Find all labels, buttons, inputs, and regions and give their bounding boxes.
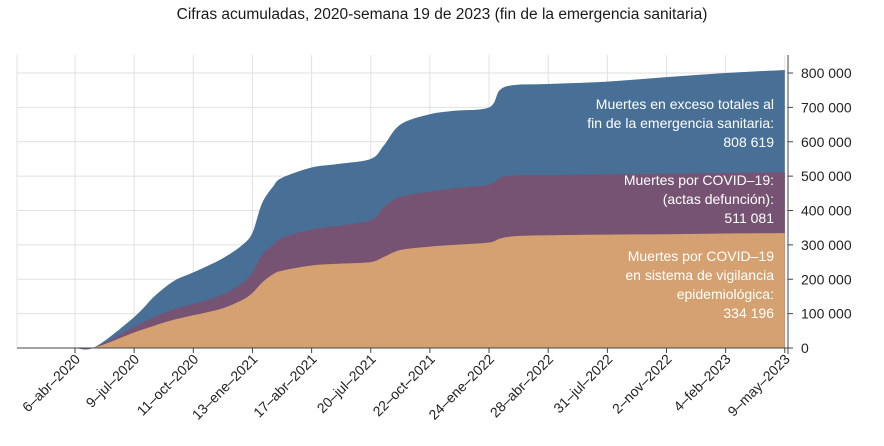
series-areas [75,70,785,350]
x-tick-label: 31–jul–2022 [550,351,615,416]
x-tick-label: 4–feb–2023 [670,351,734,415]
y-tick-label: 400 000 [801,203,852,219]
annotation-line: epidemiológica: [677,286,774,302]
chart-title: Cifras acumuladas, 2020-semana 19 de 202… [176,6,708,23]
x-axis-ticks: 6–abr–2020 9–jul–202011–oct–202013–ene–20… [19,348,793,423]
x-tick-label: 28–abr–2022 [487,351,557,421]
y-tick-label: 500 000 [801,168,852,184]
y-tick-label: 700 000 [801,99,852,115]
annotation-line: Muertes por COVID–19: [624,172,774,188]
annotation-vigilancia: Muertes por COVID–19 en sistema de vigila… [625,248,774,321]
annotation-line: Muertes por COVID–19 [628,248,774,264]
y-tick-label: 300 000 [801,237,852,253]
annotation-exceso: Muertes en exceso totales al fin de la em… [587,96,774,150]
x-tick-label: 20–jul–2021 [314,351,379,416]
area-vigilancia [75,233,785,349]
y-tick-label: 200 000 [801,271,852,287]
annotation-actas-defuncion: Muertes por COVID–19: (actas defunción): 5… [624,172,774,226]
y-tick-label: 0 [801,340,809,356]
annotation-line: 334 196 [723,305,774,321]
x-tick-label: 9–may–2023 [724,351,793,420]
y-tick-label: 600 000 [801,134,852,150]
x-tick-label: 17–abr–2021 [250,351,320,421]
annotation-line: fin de la emergencia sanitaria: [587,115,774,131]
x-tick-label: 9–jul–2020 [83,351,143,411]
annotations: Muertes en exceso totales al fin de la em… [587,96,774,321]
y-tick-label: 100 000 [801,306,852,322]
annotation-line: 511 081 [724,210,774,226]
annotation-line: 808 619 [723,134,774,150]
x-tick-label: 2–nov–2022 [609,351,675,417]
annotation-line: en sistema de vigilancia [625,267,774,283]
axes [17,55,789,354]
annotation-line: (actas defunción): [663,191,774,207]
y-axis-ticks: 0 100 000 200 000 300 000 400 000 500 000 600 … [788,65,852,356]
x-tick-label: 6–abr–2020 [19,351,83,415]
y-tick-label: 800 000 [801,65,852,81]
annotation-line: Muertes en exceso totales al [596,96,774,112]
